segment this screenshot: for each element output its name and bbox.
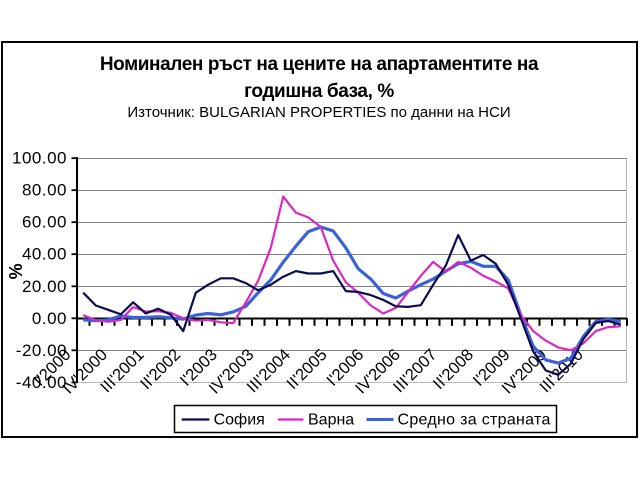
svg-text:II'2005: II'2005 bbox=[283, 346, 330, 393]
svg-text:II'2008: II'2008 bbox=[430, 346, 477, 393]
svg-text:20.00: 20.00 bbox=[22, 277, 67, 296]
svg-text:80.00: 80.00 bbox=[22, 181, 67, 200]
svg-text:София: София bbox=[214, 412, 265, 429]
svg-text:0.00: 0.00 bbox=[32, 309, 67, 328]
svg-text:Средно за страната: Средно за страната bbox=[398, 412, 551, 429]
svg-text:-20.00: -20.00 bbox=[16, 341, 67, 360]
svg-text:-40.00: -40.00 bbox=[16, 373, 67, 392]
svg-text:II'2002: II'2002 bbox=[137, 346, 184, 393]
svg-text:100.00: 100.00 bbox=[12, 149, 67, 168]
svg-text:60.00: 60.00 bbox=[22, 213, 67, 232]
svg-text:%: % bbox=[6, 263, 26, 279]
svg-text:Варна: Варна bbox=[308, 412, 354, 429]
svg-text:40.00: 40.00 bbox=[22, 245, 67, 264]
